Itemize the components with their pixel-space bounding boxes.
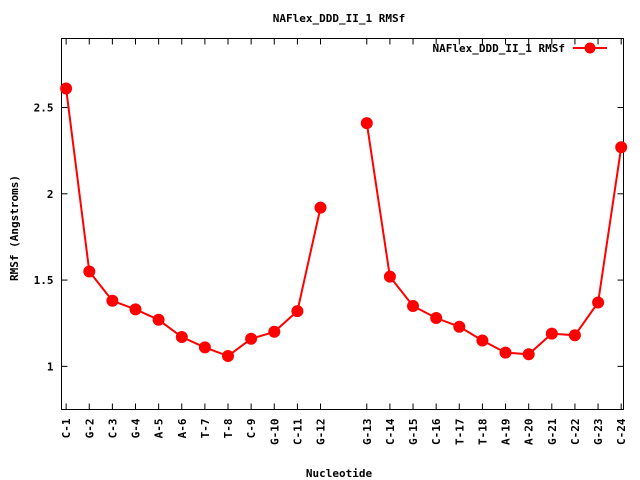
- data-point: [522, 348, 535, 361]
- x-tick-label: C-9: [245, 419, 258, 439]
- data-point: [499, 346, 512, 359]
- data-point: [245, 332, 258, 345]
- x-tick-label: G-10: [268, 419, 281, 446]
- chart-title: NAFlex_DDD_II_1 RMSf: [273, 12, 405, 25]
- series-line: [365, 122, 623, 356]
- x-tick-label: A-20: [523, 419, 536, 446]
- data-point: [106, 294, 119, 307]
- data-point: [383, 270, 396, 283]
- x-tick-label: C-16: [430, 418, 443, 445]
- legend: NAFlex_DDD_II_1 RMSf: [433, 42, 607, 55]
- data-point: [592, 296, 605, 309]
- y-tick-label: 2.5: [34, 102, 54, 115]
- data-point: [222, 350, 234, 362]
- series-layer: [60, 82, 628, 362]
- x-tick-label: T-7: [199, 419, 212, 439]
- data-point: [83, 265, 96, 278]
- x-tick-label: C-14: [384, 418, 397, 445]
- y-tick-label: 1.5: [34, 274, 54, 287]
- data-point: [129, 303, 142, 316]
- x-tick-label: G-13: [361, 419, 374, 446]
- x-tick-label: G-23: [592, 419, 605, 446]
- y-tick-label: 2: [47, 188, 54, 201]
- legend-label: NAFlex_DDD_II_1 RMSf: [433, 42, 565, 55]
- y-tick-label: 1: [47, 360, 54, 373]
- x-tick-label: A-19: [500, 419, 513, 446]
- data-point: [314, 201, 327, 214]
- x-tick-label: A-5: [153, 419, 166, 439]
- x-tick-label: A-6: [176, 418, 189, 438]
- x-tick-label: G-12: [315, 419, 328, 446]
- x-tick-label: G-15: [407, 419, 420, 446]
- x-tick-label: C-3: [106, 419, 119, 439]
- x-tick-label: G-4: [130, 418, 143, 438]
- x-axis-label: Nucleotide: [306, 467, 373, 480]
- data-point: [60, 82, 73, 95]
- y-axis-ticks: 1 1.5 2 2.5: [34, 102, 624, 373]
- y-axis-label: RMSf (Angstroms): [8, 175, 21, 281]
- data-point: [268, 325, 281, 338]
- data-point: [360, 117, 373, 130]
- data-point: [568, 329, 581, 342]
- x-tick-label: C-11: [291, 418, 304, 445]
- data-point: [430, 312, 443, 324]
- data-point: [407, 300, 419, 312]
- x-tick-label: C-24: [615, 418, 628, 445]
- x-tick-label: T-18: [476, 419, 489, 446]
- data-point: [175, 331, 188, 343]
- x-tick-label: G-21: [546, 418, 559, 445]
- data-point: [453, 320, 466, 333]
- x-axis-ticks: C-1 G-2 C-3 G-4 A-5 A-6 T-7 T-8 C-9 G-10 C-11 G-12 G…: [60, 38, 628, 446]
- x-tick-label: T-17: [453, 419, 466, 446]
- x-tick-label: G-2: [83, 419, 96, 439]
- data-point: [615, 141, 628, 154]
- x-tick-label: C-1: [60, 418, 73, 438]
- data-point: [291, 305, 304, 318]
- legend-marker-swatch: [584, 42, 596, 54]
- x-tick-label: T-8: [222, 419, 235, 439]
- x-tick-label: C-22: [569, 419, 582, 446]
- data-point: [545, 327, 558, 340]
- data-point: [198, 341, 211, 354]
- data-point: [152, 313, 165, 326]
- data-point: [476, 334, 489, 347]
- series-line: [65, 88, 322, 358]
- plot-frame: [61, 38, 624, 410]
